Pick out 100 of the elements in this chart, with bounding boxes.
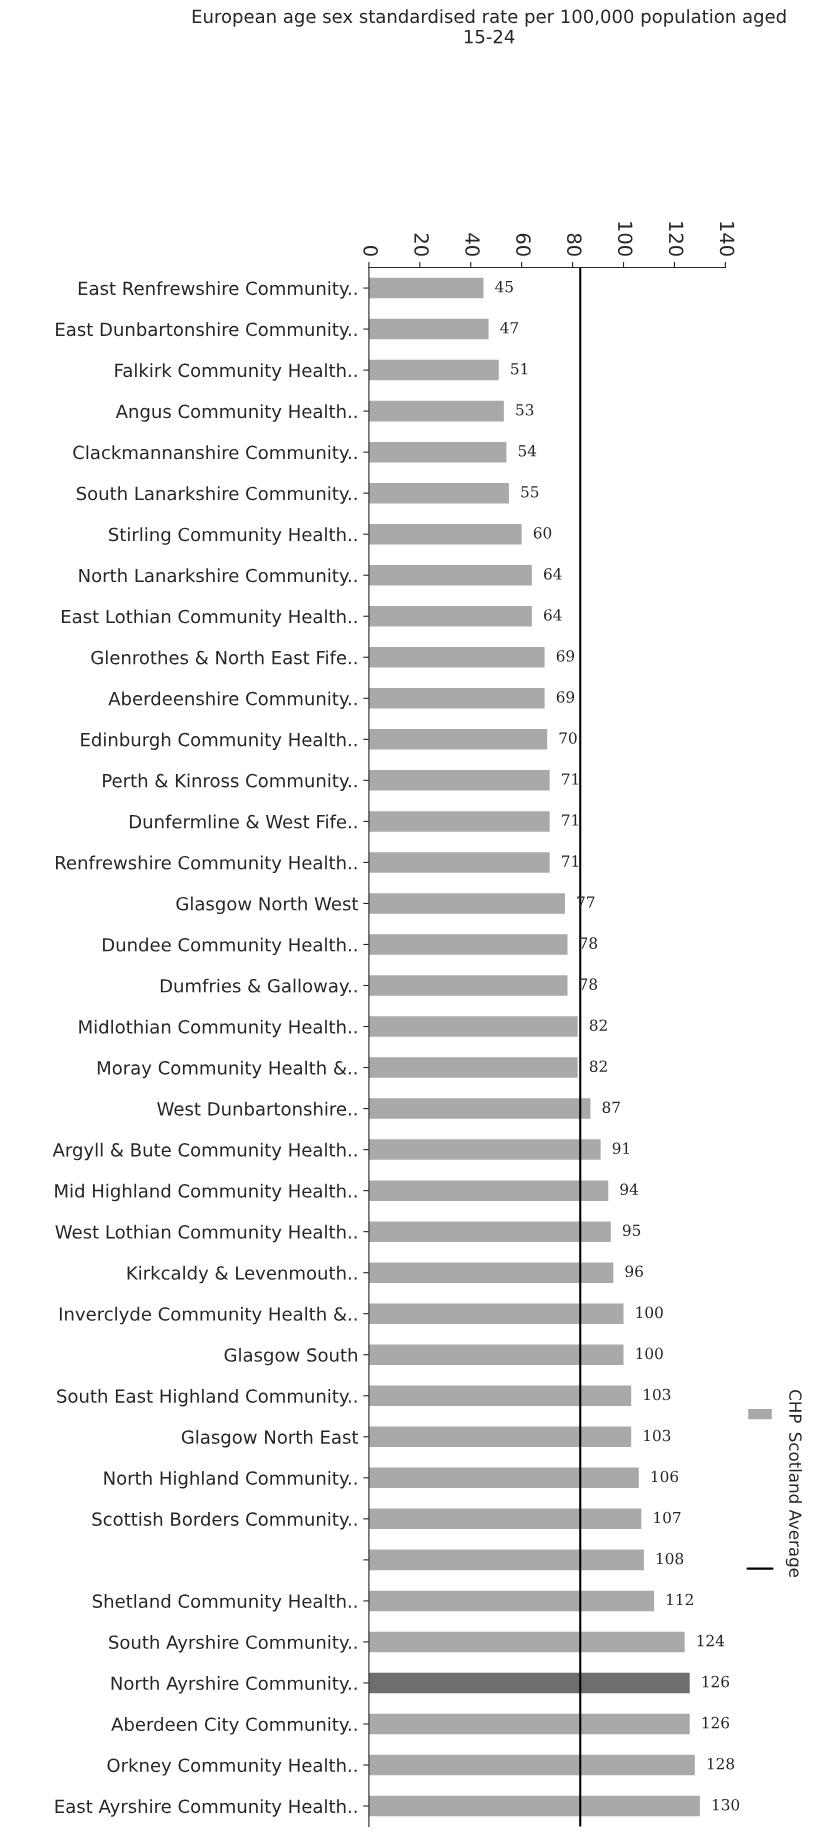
- bar: [368, 688, 545, 709]
- bar: [368, 1426, 632, 1448]
- x-tick-label: 120: [668, 222, 684, 256]
- y-tick-label: Aberdeen City Community..: [111, 1717, 357, 1735]
- y-tick-label: East Dunbartonshire Community..: [56, 322, 357, 340]
- y-tick-label: Shetland Community Health..: [92, 1594, 357, 1612]
- bar: [368, 1016, 578, 1037]
- y-tick-label: Angus Community Health..: [115, 404, 357, 422]
- y-tick-label: Argyll & Bute Community Health..: [52, 1142, 357, 1161]
- bar: [368, 359, 499, 381]
- y-tick-label: Midlothian Community Health..: [79, 1019, 357, 1038]
- data-label: 96: [625, 1265, 643, 1278]
- y-tick-label: Scottish Borders Community..: [92, 1511, 357, 1530]
- x-tick-label: 40: [465, 233, 480, 256]
- data-label: 71: [562, 773, 579, 785]
- data-label: 94: [620, 1183, 639, 1196]
- data-label: 126: [702, 1675, 730, 1688]
- y-tick-label: Dumfries & Galloway..: [160, 978, 357, 997]
- y-tick-label: Orkney Community Health..: [107, 1758, 357, 1776]
- data-label: 87: [602, 1101, 620, 1114]
- y-tick-label: Perth & Kinross Community..: [103, 773, 357, 791]
- data-label: 70: [559, 732, 577, 744]
- bar: [368, 1795, 700, 1817]
- bar: [368, 277, 484, 299]
- bar: [368, 441, 507, 463]
- data-label: 130: [712, 1798, 740, 1811]
- data-label: 64: [544, 568, 562, 580]
- x-tick-label: 80: [566, 233, 582, 256]
- data-label: 69: [556, 650, 575, 662]
- y-tick-label: East Lothian Community Health..: [61, 609, 357, 627]
- bar: [368, 1098, 591, 1119]
- y-tick-label: Glenrothes & North East Fife..: [91, 650, 357, 665]
- bar: [368, 975, 568, 996]
- bar: [368, 1754, 695, 1776]
- data-label: 112: [667, 1593, 693, 1606]
- y-tick-label: Kirkcaldy & Levenmouth..: [127, 1265, 357, 1284]
- data-label: 103: [644, 1429, 671, 1442]
- data-label: 103: [644, 1388, 671, 1401]
- bar: [368, 893, 565, 914]
- bar: [368, 564, 532, 586]
- y-tick-label: Dundee Community Health..: [103, 937, 357, 956]
- bar: [368, 1303, 624, 1324]
- data-label: 51: [511, 362, 528, 375]
- data-label: 47: [500, 321, 519, 334]
- data-label: 124: [697, 1634, 725, 1647]
- data-label: 53: [516, 404, 534, 416]
- data-label: 107: [654, 1511, 681, 1524]
- bar: [368, 1631, 685, 1653]
- bar: [368, 523, 522, 545]
- bar: [368, 852, 550, 873]
- y-tick-label: East Renfrewshire Community..: [78, 281, 357, 299]
- data-label: 69: [556, 691, 575, 703]
- bar: [368, 1180, 609, 1201]
- data-label: 60: [533, 527, 552, 539]
- bar: [368, 482, 509, 504]
- y-tick-label: Aberdeenshire Community..: [108, 691, 357, 709]
- y-tick-label: Inverclyde Community Health &..: [59, 1306, 357, 1325]
- data-label: 91: [612, 1142, 629, 1155]
- x-tick-label: 20: [414, 233, 429, 256]
- y-tick-label: Moray Community Health &..: [97, 1060, 357, 1079]
- data-label: 95: [622, 1224, 641, 1237]
- y-tick-label: South Lanarkshire Community..: [76, 486, 357, 504]
- y-tick-label: Dunfermline & West Fife..: [130, 814, 357, 829]
- y-tick-label: West Lothian Community Health..: [55, 1224, 357, 1243]
- data-label: 71: [562, 855, 579, 867]
- bar: [368, 1508, 642, 1530]
- data-label: 55: [521, 486, 539, 498]
- data-label: 108: [656, 1552, 684, 1565]
- x-tick-label: 60: [516, 233, 531, 256]
- bar: [368, 1221, 611, 1242]
- x-tick-label: 100: [617, 222, 633, 256]
- y-tick-label: East Ayrshire Community Health..: [55, 1799, 357, 1817]
- data-label: 126: [702, 1716, 730, 1729]
- bar: [368, 1262, 614, 1283]
- bar: [368, 1385, 632, 1407]
- bar: [368, 729, 548, 750]
- y-tick-label: Glasgow North East: [181, 1429, 359, 1448]
- y-tick-label: Mid Highland Community Health..: [55, 1183, 357, 1202]
- x-tick-label: 0: [363, 246, 378, 256]
- y-tick-label: Clackmannanshire Community..: [73, 445, 357, 463]
- x-tick-label: 140: [719, 222, 735, 256]
- bar: [368, 1467, 639, 1489]
- bar: [368, 1590, 655, 1612]
- data-label: 100: [636, 1347, 663, 1360]
- y-tick-label: Stirling Community Health..: [109, 527, 357, 545]
- y-tick-label: South Ayrshire Community..: [109, 1635, 357, 1653]
- bar: [368, 400, 504, 422]
- data-label: 45: [495, 280, 513, 293]
- bar: [368, 1139, 601, 1160]
- bar: [368, 770, 550, 791]
- bar: [368, 647, 545, 668]
- y-tick-label: North Highland Community..: [104, 1470, 357, 1489]
- y-tick-label: West Dunbartonshire..: [157, 1101, 357, 1116]
- data-label: 54: [518, 445, 537, 457]
- bar: [368, 1344, 624, 1365]
- bar: [368, 1549, 644, 1571]
- y-tick-label: Edinburgh Community Health..: [81, 732, 357, 750]
- y-tick-label: South East Highland Community..: [57, 1388, 357, 1407]
- y-tick-label: Glasgow South: [224, 1347, 357, 1366]
- ref-line-label: Scotland Average: [785, 1432, 802, 1578]
